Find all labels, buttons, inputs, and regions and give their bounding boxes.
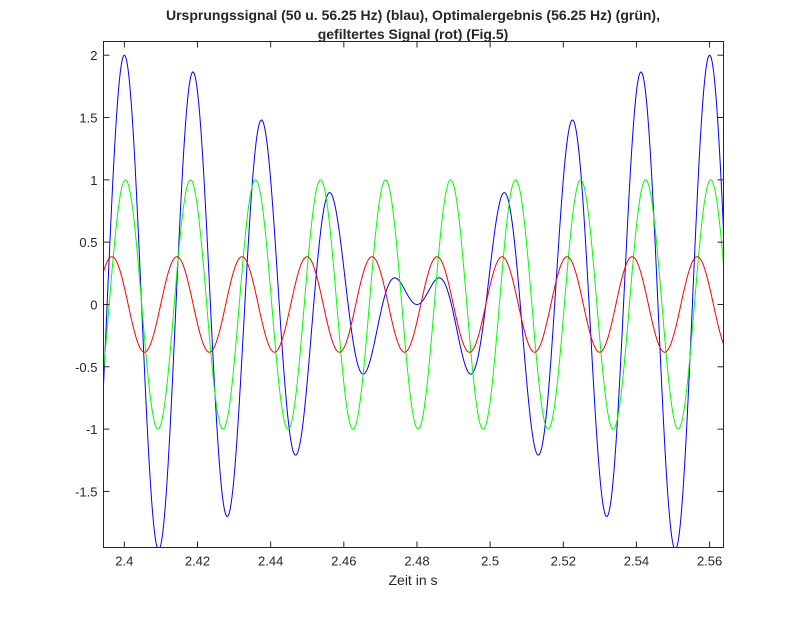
x-axis-label: Zeit in s (388, 572, 437, 588)
series-line-optimalergebnis (103, 179, 724, 430)
y-tick-label: -0.5 (75, 360, 97, 375)
chart-title-line-1: Ursprungssignal (50 u. 56.25 Hz) (blau),… (166, 7, 660, 23)
x-tick-label: 2.5 (481, 554, 499, 569)
x-tick-label: 2.42 (185, 554, 210, 569)
y-tick-label: 1.5 (79, 111, 97, 126)
y-tick-label: -1 (86, 422, 98, 437)
x-tick-label: 2.44 (258, 554, 283, 569)
y-tick-label: 0 (90, 297, 97, 312)
y-tick-label: -1.5 (75, 484, 97, 499)
y-tick-label: 0.5 (79, 235, 97, 250)
series-line-gefiltertes-signal (103, 256, 724, 353)
chart-title-line-2: gefiltertes Signal (rot) (Fig.5) (318, 26, 509, 42)
series-line-ursprungssignal (103, 54, 724, 548)
x-tick-label: 2.56 (697, 554, 722, 569)
x-tick-label: 2.52 (551, 554, 576, 569)
x-tick-label: 2.48 (404, 554, 429, 569)
axes-box (103, 41, 724, 548)
y-tick-label: 1 (90, 173, 97, 188)
x-tick-label: 2.4 (115, 554, 133, 569)
x-tick-label: 2.46 (331, 554, 356, 569)
x-tick-label: 2.54 (624, 554, 649, 569)
y-tick-label: 2 (90, 48, 97, 63)
